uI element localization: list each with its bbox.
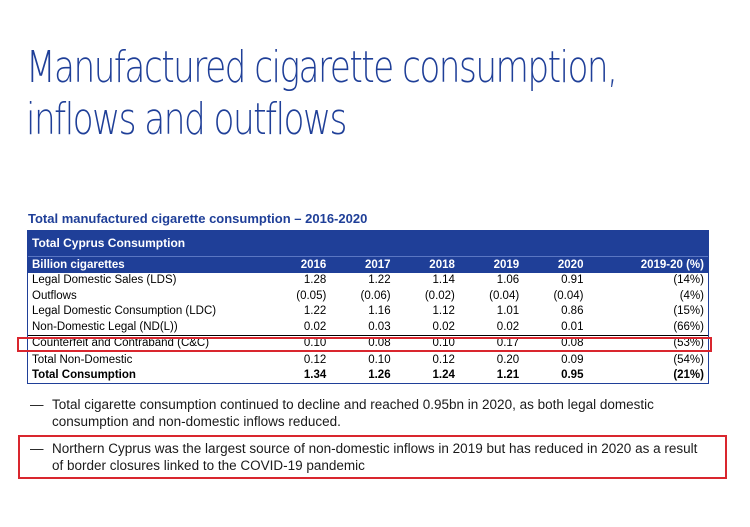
bullet-text: Total cigarette consumption continued to…	[52, 397, 654, 429]
table-cell: 1.14	[432, 274, 455, 287]
row-label: Total Non-Domestic	[32, 353, 133, 366]
column-header: 2016	[266, 256, 331, 273]
table-cell: (0.06)	[360, 289, 391, 302]
table-cell: (4%)	[679, 289, 704, 302]
table-cell: 0.02	[496, 320, 520, 333]
table-cell: 1.16	[368, 305, 391, 318]
table-cell: 0.02	[432, 320, 455, 333]
table-cell: 1.26	[368, 369, 391, 382]
table-row: Total Non-Domestic 0.12 0.10 0.12 0.20 0…	[28, 352, 708, 368]
table-cell: (0.04)	[489, 289, 520, 302]
table-cell: (21%)	[673, 369, 704, 382]
table-cell: 0.12	[432, 353, 455, 366]
table-cell: 1.01	[496, 305, 520, 318]
table-cell: 1.06	[496, 274, 520, 287]
table-cell: 1.21	[496, 369, 520, 382]
table-cell: 0.86	[561, 305, 584, 318]
table-header-row: Billion cigarettes 2016 2017 2018 2019 2…	[28, 256, 708, 273]
column-header: 2017	[330, 256, 395, 273]
table-row: Outflows (0.05) (0.06) (0.02) (0.04) (0.…	[28, 288, 708, 304]
column-header: 2018	[394, 256, 459, 273]
table-cell: 1.28	[303, 274, 327, 287]
table-cell: (0.05)	[296, 289, 327, 302]
column-header: 2020	[523, 256, 588, 273]
table-cell: (53%)	[587, 334, 708, 352]
column-header: 2019	[458, 256, 524, 273]
bullet-point: — Total cigarette consumption continued …	[30, 396, 710, 430]
table-cell: (14%)	[673, 274, 704, 287]
page-title-line-2: inflows and outflows	[26, 94, 347, 145]
bullet-dash: —	[30, 441, 44, 456]
page-title: Manufactured cigarette consumption, infl…	[26, 42, 618, 146]
table-cell: 0.03	[368, 320, 391, 333]
table-cell: 1.34	[303, 369, 327, 382]
table-cell: 1.12	[432, 305, 455, 318]
table-cell: 0.08	[330, 334, 395, 352]
table-section-header: Total Cyprus Consumption	[28, 231, 708, 256]
table-cell: 0.95	[561, 369, 584, 382]
table-cell: (0.04)	[553, 289, 584, 302]
table-cell: (54%)	[673, 353, 704, 366]
table-cell: (66%)	[673, 320, 704, 333]
bullet-dash: —	[30, 397, 44, 412]
row-label: Outflows	[32, 289, 77, 302]
table-cell: 1.22	[368, 274, 391, 287]
table-cell: 0.20	[496, 353, 520, 366]
column-header: Billion cigarettes	[28, 256, 266, 273]
page-title-line-1: Manufactured cigarette consumption,	[26, 42, 618, 93]
bullet-text: Northern Cyprus was the largest source o…	[52, 441, 698, 473]
table-row: Non-Domestic Legal (ND(L)) 0.02 0.03 0.0…	[28, 319, 708, 335]
table-row: Legal Domestic Consumption (LDC) 1.22 1.…	[28, 304, 708, 320]
bullet-point: — Northern Cyprus was the largest source…	[30, 440, 710, 474]
table-row-total: Total Consumption 1.34 1.26 1.24 1.21 0.…	[28, 368, 708, 384]
table-cell: 0.10	[394, 334, 459, 352]
table-cell: (15%)	[673, 305, 704, 318]
row-label: Legal Domestic Sales (LDS)	[32, 274, 177, 287]
table-cell: 1.22	[303, 305, 327, 318]
table-cell: 0.12	[303, 353, 327, 366]
table-cell: 0.17	[458, 334, 524, 352]
table-cell: (0.02)	[424, 289, 455, 302]
row-label: Counterfeit and Contraband (C&C)	[28, 334, 266, 352]
table-cell: 0.10	[368, 353, 391, 366]
column-header: 2019-20 (%)	[587, 256, 708, 273]
table-row-highlighted: Counterfeit and Contraband (C&C) 0.10 0.…	[28, 334, 708, 352]
table-cell: 0.01	[561, 320, 584, 333]
table-row: Legal Domestic Sales (LDS) 1.28 1.22 1.1…	[28, 273, 708, 289]
table-cell: 0.91	[561, 274, 584, 287]
table-cell: 0.09	[561, 353, 584, 366]
row-label: Total Consumption	[32, 369, 136, 382]
row-label: Legal Domestic Consumption (LDC)	[32, 305, 217, 318]
table-cell: 0.08	[523, 334, 588, 352]
table-cell: 1.24	[432, 369, 455, 382]
row-label: Non-Domestic Legal (ND(L))	[32, 320, 178, 333]
table-title: Total manufactured cigarette consumption…	[28, 211, 368, 226]
table-cell: 0.02	[303, 320, 327, 333]
table-cell: 0.10	[266, 334, 331, 352]
consumption-table: Total Cyprus Consumption Billion cigaret…	[27, 230, 709, 384]
